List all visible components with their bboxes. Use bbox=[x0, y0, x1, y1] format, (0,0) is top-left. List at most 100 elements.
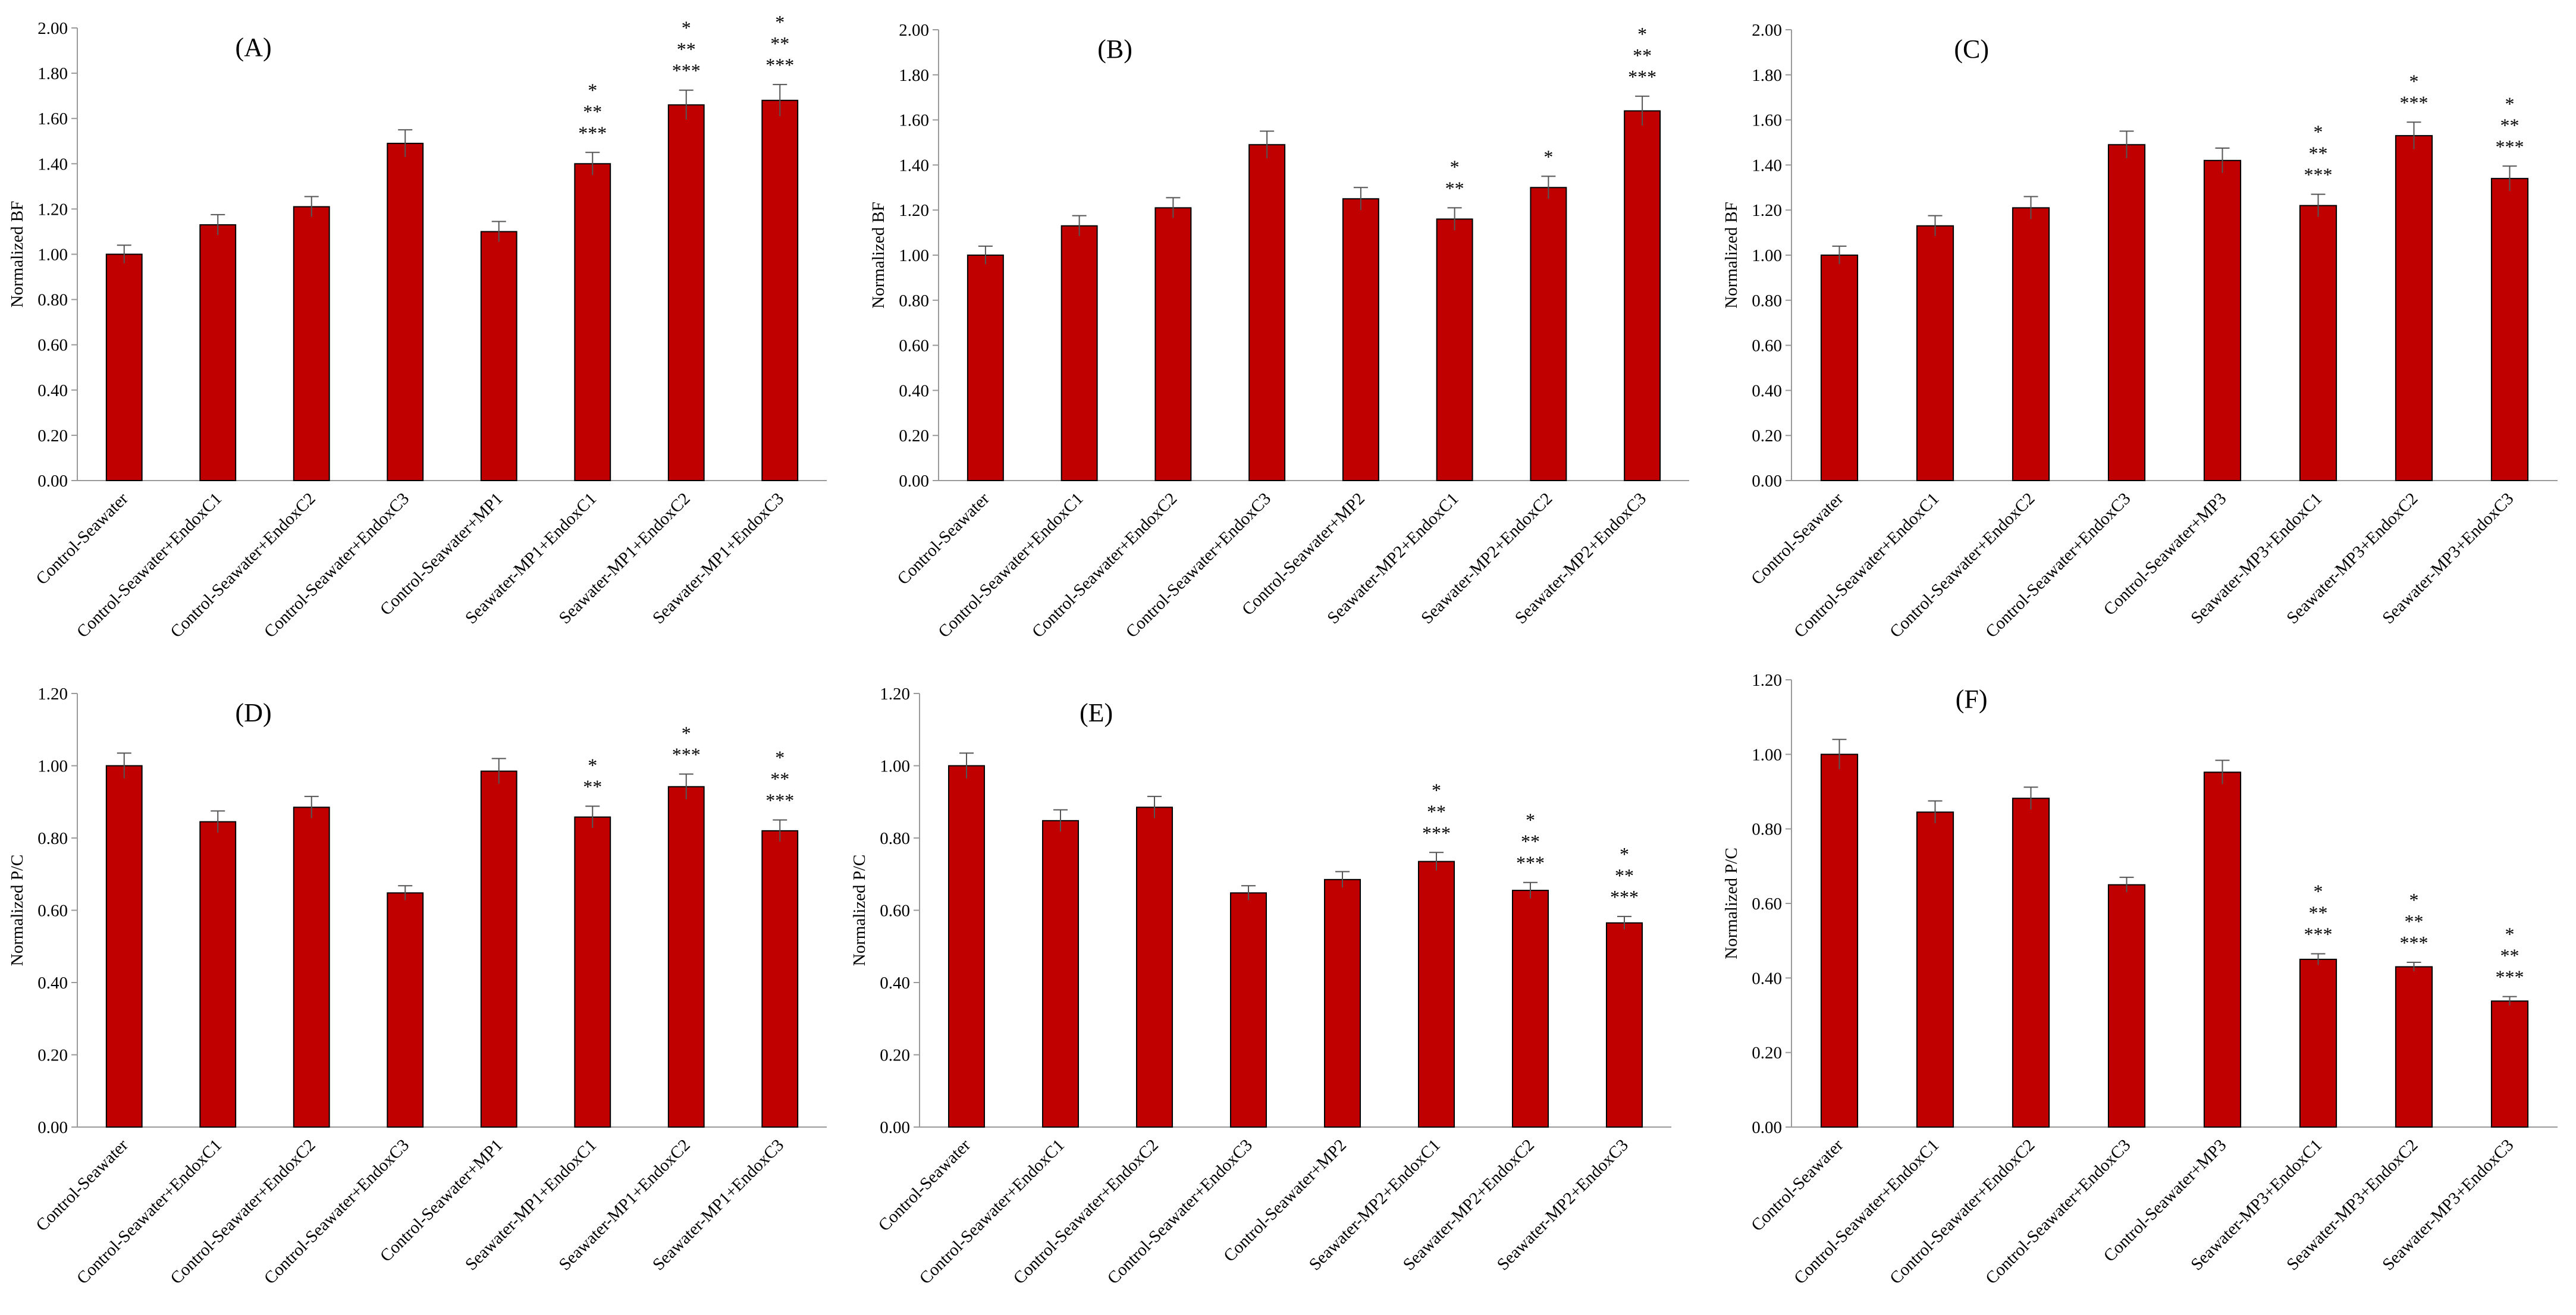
bar bbox=[761, 99, 799, 481]
y-tick-label: 1.60 bbox=[1752, 111, 1782, 130]
y-tick-label: 0.80 bbox=[1752, 291, 1782, 310]
significance-label: * bbox=[775, 747, 785, 768]
y-tick-label: 1.80 bbox=[1752, 66, 1782, 85]
y-tick-label: 0.80 bbox=[1752, 820, 1782, 839]
y-axis-label: Normalized P/C bbox=[1722, 848, 1741, 959]
significance-label: ** bbox=[1633, 45, 1652, 66]
bar bbox=[2203, 159, 2242, 481]
bar bbox=[1417, 861, 1455, 1128]
bar bbox=[1916, 811, 1954, 1128]
chart-panel: 0.00 0.20 0.40 0.60 0.80 1.00 1.20 1.40 1.60 1.80… bbox=[8, 11, 827, 642]
significance-label: * bbox=[2314, 121, 2323, 143]
bar bbox=[2107, 884, 2146, 1128]
y-tick-label: 1.00 bbox=[1752, 745, 1782, 764]
y-tick-label: 1.40 bbox=[37, 155, 68, 174]
significance-label: ** bbox=[2309, 902, 2328, 924]
x-tick-label: Control-Seawater bbox=[1747, 1135, 1847, 1235]
y-tick-label: 0.00 bbox=[1752, 1118, 1782, 1137]
y-tick-label: 0.40 bbox=[1752, 381, 1782, 400]
bar bbox=[1342, 198, 1379, 481]
bar bbox=[2490, 178, 2529, 481]
bar bbox=[2299, 959, 2337, 1128]
significance-label: * bbox=[1526, 809, 1535, 831]
significance-label: *** bbox=[2400, 92, 2428, 113]
y-tick-label: 1.20 bbox=[37, 200, 68, 219]
bar bbox=[293, 206, 330, 481]
y-tick-label: 1.00 bbox=[37, 246, 68, 265]
y-tick-label: 1.80 bbox=[37, 64, 68, 83]
y-tick-label: 0.60 bbox=[1752, 895, 1782, 914]
bar bbox=[1229, 892, 1267, 1128]
bar bbox=[1530, 187, 1567, 481]
y-axis-label: Normalized BF bbox=[8, 201, 27, 308]
y-tick-label: 1.20 bbox=[1752, 671, 1782, 690]
y-tick-label: 1.60 bbox=[37, 109, 68, 128]
bar bbox=[2395, 966, 2433, 1128]
x-tick-label: Control-Seawater bbox=[32, 1135, 132, 1235]
significance-label: *** bbox=[1422, 822, 1451, 843]
significance-label: ** bbox=[1445, 177, 1464, 199]
bar bbox=[1436, 218, 1473, 481]
chart-title: (D) bbox=[236, 698, 272, 727]
x-tick-label: Control-Seawater bbox=[32, 489, 132, 589]
significance-label: * bbox=[1450, 156, 1460, 177]
significance-label: ** bbox=[2309, 143, 2328, 164]
chart-title: (F) bbox=[1956, 685, 1988, 714]
significance-label: * bbox=[1543, 146, 1553, 167]
chart-title: (B) bbox=[1097, 34, 1132, 64]
bar bbox=[1820, 754, 1859, 1128]
y-tick-label: 1.00 bbox=[880, 757, 910, 776]
y-tick-label: 0.60 bbox=[1752, 337, 1782, 356]
bar bbox=[387, 892, 424, 1128]
bar bbox=[1135, 806, 1174, 1128]
significance-label: ** bbox=[1427, 801, 1446, 822]
bar bbox=[667, 104, 705, 481]
bar bbox=[1060, 225, 1098, 481]
y-tick-label: 0.40 bbox=[37, 974, 68, 993]
y-axis-label: Normalized P/C bbox=[850, 855, 869, 966]
y-tick-label: 2.00 bbox=[37, 19, 68, 38]
significance-label: *** bbox=[672, 60, 701, 81]
chart-title: (C) bbox=[1954, 34, 1989, 64]
bar bbox=[1820, 255, 1859, 481]
y-tick-label: 0.20 bbox=[37, 1046, 68, 1065]
significance-label: ** bbox=[583, 776, 602, 798]
y-tick-label: 1.20 bbox=[1752, 201, 1782, 220]
bar bbox=[480, 770, 517, 1128]
bar bbox=[387, 143, 424, 481]
y-tick-label: 0.20 bbox=[1752, 426, 1782, 445]
significance-label: * bbox=[2409, 70, 2419, 92]
significance-label: *** bbox=[2400, 932, 2428, 953]
significance-label: *** bbox=[2304, 924, 2333, 945]
bar bbox=[1511, 890, 1549, 1128]
significance-label: * bbox=[1637, 23, 1647, 45]
significance-label: *** bbox=[1628, 66, 1656, 87]
bar bbox=[947, 765, 986, 1128]
bar bbox=[967, 255, 1004, 481]
bar bbox=[1605, 922, 1643, 1128]
y-tick-label: 1.00 bbox=[899, 246, 929, 265]
y-tick-label: 0.20 bbox=[880, 1046, 910, 1065]
significance-label: * bbox=[775, 11, 785, 33]
chart-panel: 0.00 0.20 0.40 0.60 0.80 1.00 1.20 Normalized P… bbox=[1722, 671, 2558, 1288]
significance-label: *** bbox=[2304, 164, 2333, 186]
significance-label: *** bbox=[2496, 136, 2524, 157]
y-tick-label: 0.00 bbox=[37, 1118, 68, 1137]
significance-label: * bbox=[1620, 843, 1629, 865]
bar bbox=[2490, 1000, 2529, 1128]
significance-label: *** bbox=[578, 122, 607, 143]
significance-label: *** bbox=[1610, 886, 1639, 908]
y-tick-label: 1.40 bbox=[1752, 156, 1782, 175]
y-tick-label: 0.60 bbox=[37, 902, 68, 921]
significance-label: *** bbox=[2496, 966, 2524, 988]
significance-label: * bbox=[588, 79, 597, 101]
y-tick-label: 0.00 bbox=[880, 1118, 910, 1137]
significance-label: *** bbox=[765, 54, 794, 76]
significance-label: ** bbox=[770, 768, 789, 790]
y-tick-label: 0.20 bbox=[899, 426, 929, 445]
significance-label: * bbox=[2505, 93, 2515, 114]
bar bbox=[1624, 110, 1661, 481]
bar bbox=[574, 816, 611, 1128]
significance-label: * bbox=[682, 17, 691, 39]
